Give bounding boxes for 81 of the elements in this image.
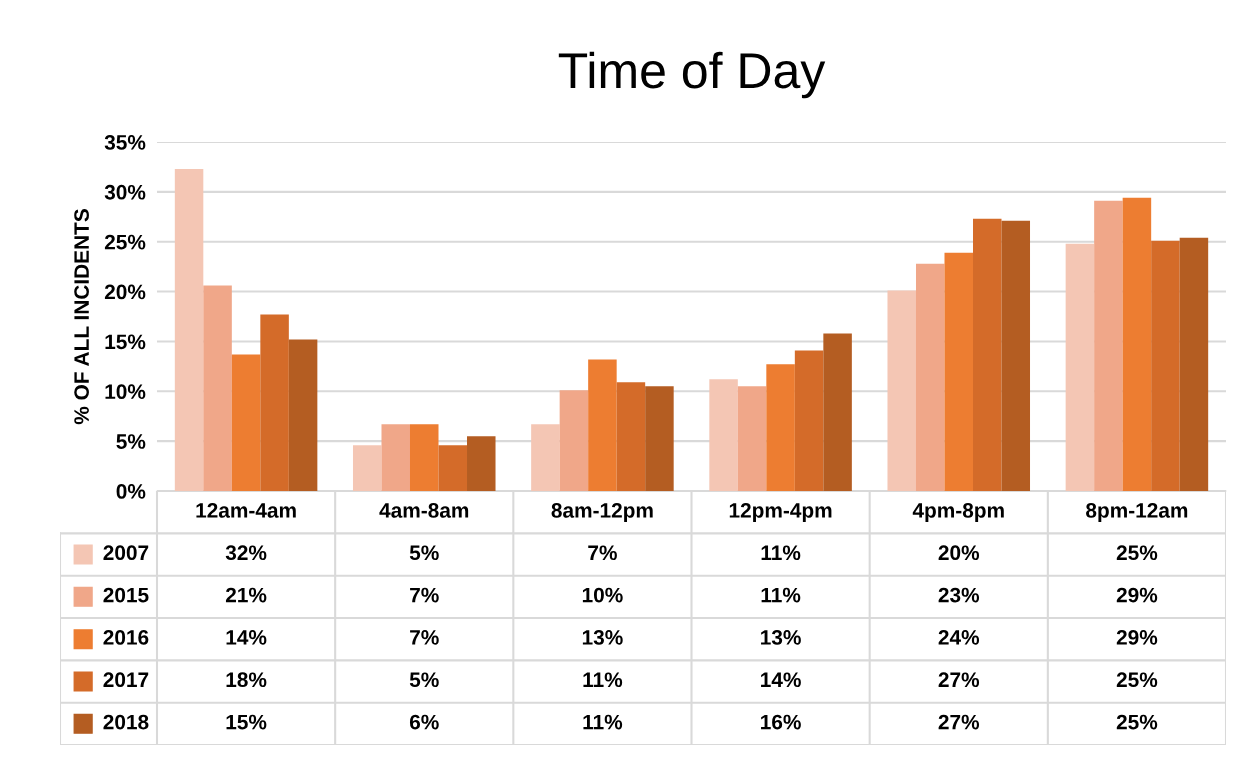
data-label: 14% [226, 630, 267, 645]
data-label: 16% [761, 714, 801, 730]
x-tick-label: 12pm-4pm [729, 503, 832, 522]
data-label: 27% [938, 714, 980, 730]
bar [709, 379, 738, 491]
bar [288, 339, 318, 491]
data-label: 15% [226, 714, 267, 730]
y-tick-label: 15% [105, 334, 146, 350]
bar [973, 218, 1002, 491]
y-tick-label: 30% [104, 184, 146, 200]
bar [1065, 243, 1095, 491]
legend-label: 2016 [103, 630, 149, 645]
bar [766, 364, 795, 491]
bar [467, 436, 496, 491]
data-label: 13% [582, 630, 623, 645]
data-label: 23% [938, 587, 980, 603]
data-label: 32% [225, 545, 267, 561]
data-label: 7% [588, 545, 617, 561]
data-label: 13% [761, 630, 801, 645]
legend-label: 2017 [103, 672, 149, 688]
y-tick-label: 35% [104, 135, 146, 150]
data-label: 6% [409, 714, 439, 730]
data-label: 5% [409, 672, 439, 688]
data-label: 25% [1116, 714, 1158, 730]
y-axis-title: % OF ALL INCIDENTS [74, 209, 89, 425]
data-label: 7% [410, 587, 439, 603]
x-tick-label: 4pm-8pm [912, 503, 1004, 522]
bar [737, 386, 767, 491]
bar [1179, 237, 1209, 491]
y-tick-label: 25% [104, 234, 146, 250]
data-label: 11% [583, 714, 623, 730]
chart-title: Time of Day [558, 51, 826, 99]
bar [231, 354, 261, 491]
y-tick-label: 5% [116, 434, 146, 449]
bar [1151, 240, 1180, 491]
bar [794, 350, 824, 491]
data-label: 11% [761, 545, 801, 561]
bar [944, 252, 973, 491]
legend-label: 2018 [103, 714, 149, 730]
legend-label: 2015 [103, 587, 149, 603]
data-label: 14% [761, 672, 801, 688]
bar [260, 314, 289, 491]
bar [1001, 220, 1031, 491]
data-label: 25% [1116, 545, 1158, 561]
x-tick-label: 8am-12pm [551, 503, 653, 522]
bar [1122, 197, 1152, 491]
data-label: 10% [582, 587, 623, 603]
data-label: 25% [1116, 672, 1158, 688]
bar [438, 445, 468, 491]
bar [887, 290, 916, 491]
data-label: 29% [1116, 587, 1158, 603]
bar [645, 386, 674, 491]
bar [915, 263, 945, 491]
bar [588, 359, 617, 491]
bar [531, 424, 560, 491]
data-label: 27% [938, 672, 980, 688]
bar [823, 333, 852, 491]
data-label: 11% [761, 587, 801, 603]
bar [559, 390, 589, 491]
x-tick-label: 12am-4am [196, 503, 296, 518]
y-tick-label: 20% [104, 284, 146, 300]
data-label: 20% [938, 545, 980, 561]
x-tick-label: 4am-8am [379, 503, 469, 518]
y-tick-label: 0% [116, 484, 146, 499]
data-label: 7% [410, 630, 439, 645]
y-tick-label: 10% [105, 384, 146, 400]
bar [616, 382, 646, 491]
bar [410, 424, 439, 491]
bar [352, 445, 382, 491]
data-label: 11% [583, 672, 623, 688]
bar [381, 424, 410, 491]
legend-label: 2007 [103, 545, 149, 561]
bar [203, 285, 232, 491]
data-label: 24% [938, 630, 980, 645]
bar [1094, 200, 1123, 491]
data-label: 18% [226, 672, 267, 688]
data-label: 5% [409, 545, 439, 561]
data-label: 21% [225, 587, 267, 603]
x-tick-label: 8pm-12am [1086, 503, 1188, 522]
data-label: 29% [1116, 630, 1158, 645]
bar [174, 168, 204, 491]
